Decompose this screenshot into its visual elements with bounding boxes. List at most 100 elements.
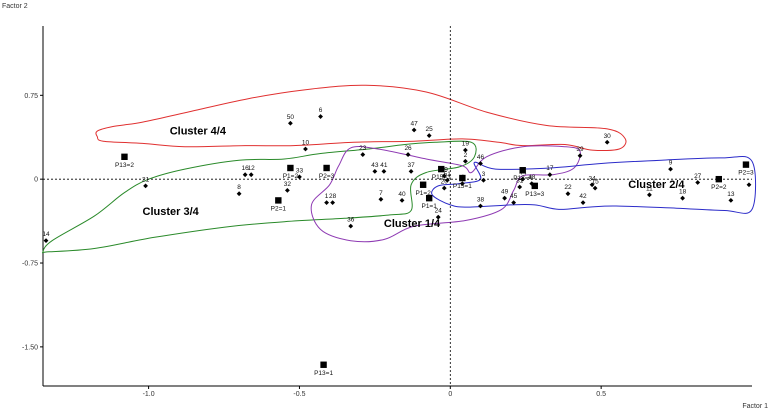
data-point-label: 3 <box>482 171 486 178</box>
data-point-label: 28 <box>329 193 337 200</box>
data-point-label: 9 <box>669 160 673 167</box>
data-point-label: 36 <box>347 217 355 224</box>
centroid-marker <box>419 181 427 188</box>
y-tick-label: 0.75 <box>24 93 38 100</box>
centroid-marker <box>287 164 294 172</box>
data-point <box>372 168 378 174</box>
data-point <box>248 172 254 178</box>
x-tick-label: -1.0 <box>143 391 155 398</box>
data-point <box>236 191 242 197</box>
data-point <box>360 152 366 157</box>
data-point-label: 37 <box>407 162 415 169</box>
y-tick-label: 0 <box>34 177 38 184</box>
data-point-label: 51 <box>444 171 452 178</box>
data-point <box>481 177 486 183</box>
data-point-label: 19 <box>462 141 470 148</box>
data-point-label: 29 <box>441 166 449 173</box>
centroid-label: P13=4 <box>513 175 532 182</box>
data-point-label: 47 <box>410 120 418 127</box>
data-point <box>577 153 583 159</box>
cluster-outline-3 <box>310 145 581 243</box>
x-tick-label: -0.5 <box>293 391 305 398</box>
data-point <box>43 238 49 244</box>
data-point-label: 23 <box>359 145 367 152</box>
data-point-label: 17 <box>546 165 554 172</box>
data-point <box>459 181 465 187</box>
data-point-label: 6 <box>319 107 323 114</box>
data-point-label: 15 <box>591 179 599 186</box>
data-point <box>647 192 652 198</box>
cluster-outline-4 <box>431 155 757 214</box>
cluster-label: Cluster 1/4 <box>384 218 441 230</box>
data-point <box>426 133 432 138</box>
data-point <box>462 147 468 153</box>
data-point-label: 11 <box>646 185 653 192</box>
data-point <box>565 191 571 197</box>
centroid-marker <box>531 182 538 190</box>
centroid-label: P2=1 <box>271 205 287 212</box>
y-tick-label: -0.75 <box>22 261 38 268</box>
data-point <box>728 198 734 203</box>
centroid-label: P1=1 <box>421 203 437 210</box>
data-point-label: 24 <box>435 208 443 215</box>
centroid-label: P15=1 <box>453 183 472 190</box>
data-point <box>378 196 384 202</box>
axes: -1.0 -0.5 0 0.5 0.75 0 -0.75 -1.50 <box>22 93 606 398</box>
centroid-label: P1=2 <box>283 173 299 180</box>
data-point-label: 27 <box>694 173 702 180</box>
data-point-label: 1 <box>325 193 329 200</box>
centroid-marker <box>425 194 433 202</box>
x-axis-title: Factor 1 <box>742 403 768 410</box>
data-point <box>411 127 417 133</box>
data-point <box>604 139 610 145</box>
data-point <box>580 200 586 206</box>
x-tick-label: 0.5 <box>596 391 606 398</box>
data-point <box>405 152 411 157</box>
data-point-label: 25 <box>426 126 434 133</box>
data-point <box>441 185 447 191</box>
data-point-label: 16 <box>242 165 250 172</box>
centroid-marker <box>438 165 445 173</box>
data-point-label: 41 <box>380 162 388 169</box>
data-points: 5064725103023261924639434137161233295143… <box>42 107 752 244</box>
data-point <box>444 177 450 183</box>
data-point-label: 34 <box>588 175 596 182</box>
data-point-label: 50 <box>287 114 295 121</box>
plot-frame <box>42 26 752 387</box>
centroid-marker <box>323 164 330 172</box>
data-point <box>408 168 414 174</box>
data-point-label: 31 <box>516 177 524 184</box>
cluster-label: Cluster 3/4 <box>143 206 200 218</box>
cluster-labels: Cluster 4/4 Cluster 3/4 Cluster 1/4 Cluster… <box>143 125 686 230</box>
data-point <box>462 158 468 164</box>
reference-lines <box>43 26 752 386</box>
cluster-outlines <box>41 84 757 254</box>
data-point-label: 46 <box>477 154 485 161</box>
centroid-label: P15=3 <box>432 174 451 181</box>
data-point-label: 10 <box>302 139 310 146</box>
data-point-label: 20 <box>441 179 449 186</box>
data-point-label: 48 <box>528 174 536 181</box>
data-point <box>511 200 517 206</box>
data-point-label: 49 <box>501 189 509 196</box>
data-point-label: 39 <box>576 146 584 153</box>
data-point <box>381 168 387 174</box>
data-point <box>520 176 526 182</box>
data-point <box>589 182 595 188</box>
data-point <box>695 180 701 185</box>
y-tick-label: -1.50 <box>22 344 38 351</box>
data-point <box>680 195 686 201</box>
cluster-outline-1 <box>95 84 627 152</box>
data-point-label: 12 <box>248 165 256 172</box>
centroid-label: P13=3 <box>525 191 544 198</box>
centroid-label: P1=2 <box>415 190 431 197</box>
data-point-label: 14 <box>42 231 50 238</box>
centroid-marker <box>519 167 526 174</box>
centroid-marker <box>715 175 723 183</box>
data-point-label: 43 <box>371 162 379 169</box>
centroid-label: P2=3 <box>738 170 754 177</box>
data-point-label: 21 <box>142 176 150 183</box>
centroid-marker <box>320 361 327 368</box>
data-point <box>478 203 483 209</box>
data-point-label: 42 <box>579 193 587 200</box>
